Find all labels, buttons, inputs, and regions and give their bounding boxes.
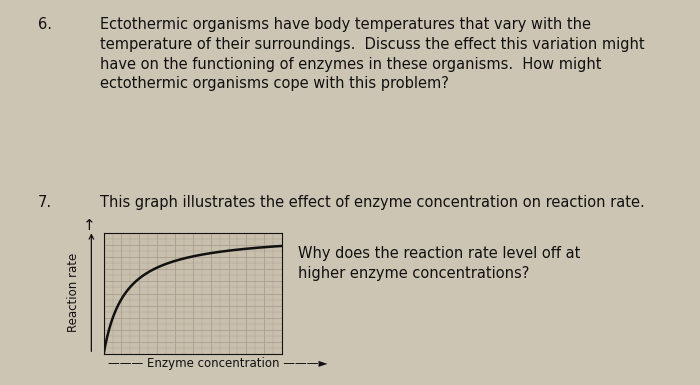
Text: ——— Enzyme concentration ———►: ——— Enzyme concentration ———► [108,357,328,370]
Text: 6.: 6. [38,17,52,32]
Text: Ectothermic organisms have body temperatures that vary with the
temperature of t: Ectothermic organisms have body temperat… [100,17,645,92]
Text: Reaction rate: Reaction rate [67,253,80,332]
Text: This graph illustrates the effect of enzyme concentration on reaction rate.: This graph illustrates the effect of enz… [100,195,645,210]
Text: ↑: ↑ [83,218,96,233]
Text: Why does the reaction rate level off at
higher enzyme concentrations?: Why does the reaction rate level off at … [298,246,580,281]
Text: 7.: 7. [38,195,52,210]
